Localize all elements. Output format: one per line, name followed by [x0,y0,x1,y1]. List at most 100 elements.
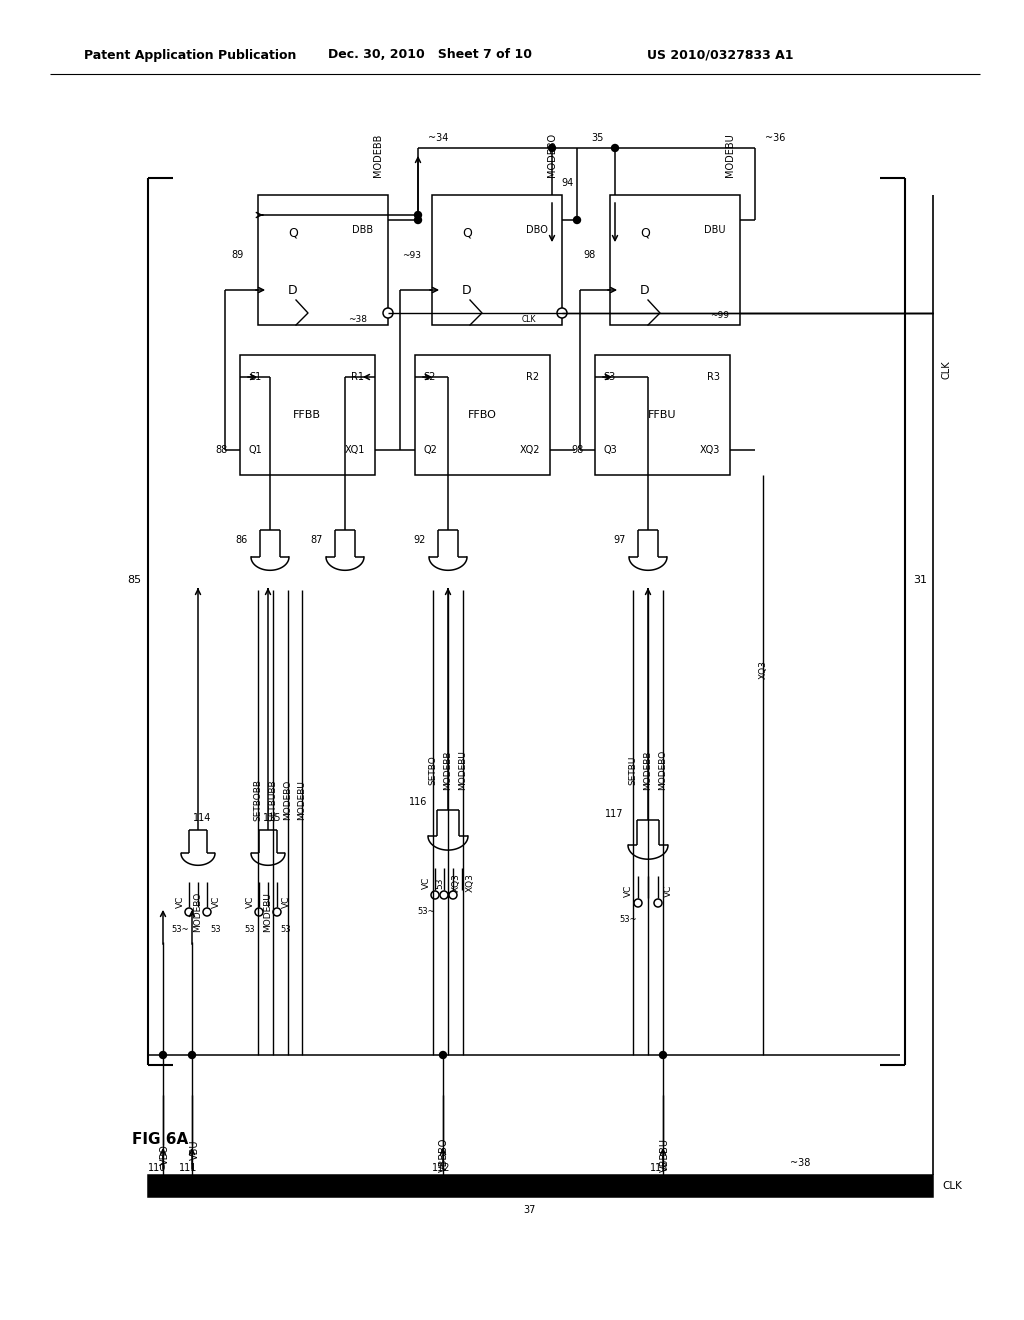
Text: XQ3: XQ3 [759,660,768,680]
Text: Q1: Q1 [248,445,262,455]
Text: 87: 87 [311,535,324,545]
Text: FFBU: FFBU [648,411,676,420]
Text: MODEBO: MODEBO [547,133,557,177]
Text: 113: 113 [650,1163,669,1173]
Text: DBU: DBU [705,224,726,235]
Text: 97: 97 [613,535,627,545]
Text: 117: 117 [605,809,624,818]
Text: 85: 85 [127,576,141,585]
Text: MODEBU: MODEBU [459,750,468,789]
Text: D: D [640,284,650,297]
Text: MODEBB: MODEBB [373,133,383,177]
Text: XQ1: XQ1 [345,445,366,455]
Text: 53: 53 [435,878,444,888]
Text: VC: VC [422,876,430,890]
Text: SETBU: SETBU [629,755,638,784]
Text: XQ3: XQ3 [699,445,720,455]
Circle shape [203,908,211,916]
Text: 89: 89 [231,249,244,260]
Bar [432,195,562,325]
Text: Q2: Q2 [423,445,437,455]
Circle shape [273,908,281,916]
Bar [415,355,550,475]
Text: MODEBB: MODEBB [643,750,652,789]
Circle shape [654,899,662,907]
Circle shape [383,308,393,318]
Text: MODEBU: MODEBU [298,780,306,820]
Text: 53~: 53~ [620,915,637,924]
Text: MODEBU: MODEBU [725,133,735,177]
Text: 35: 35 [591,133,603,143]
Text: 37: 37 [524,1205,537,1214]
Text: 86: 86 [236,535,248,545]
Text: R1: R1 [351,372,365,381]
Text: S1: S1 [249,372,261,381]
Text: VC: VC [282,896,291,908]
Text: 88: 88 [216,445,228,455]
Circle shape [415,211,422,219]
Text: VC: VC [624,884,633,898]
Text: CLK: CLK [941,360,951,379]
Circle shape [188,1052,196,1059]
Text: Q: Q [462,227,472,239]
Text: S2: S2 [424,372,436,381]
Text: Dec. 30, 2010   Sheet 7 of 10: Dec. 30, 2010 Sheet 7 of 10 [328,49,532,62]
Text: MODEBO: MODEBO [658,750,668,791]
Circle shape [185,908,193,916]
Text: XQ3: XQ3 [452,874,461,892]
Text: Q: Q [288,227,298,239]
Text: MODEBO: MODEBO [194,892,203,932]
Circle shape [160,1052,167,1059]
Text: VBBBO: VBBBO [439,1138,449,1172]
Text: FIG 6A: FIG 6A [132,1133,188,1147]
Text: S3: S3 [604,372,616,381]
Bar [610,195,740,325]
Text: R3: R3 [707,372,720,381]
Text: R2: R2 [526,372,540,381]
Text: FFBO: FFBO [468,411,497,420]
Text: ~36: ~36 [765,133,785,143]
Text: VC: VC [212,896,220,908]
Text: XQ2: XQ2 [520,445,541,455]
Text: CLK: CLK [522,315,537,325]
Text: VC: VC [246,896,255,908]
Text: ~99: ~99 [710,310,729,319]
Text: 53: 53 [245,925,255,935]
Text: VC: VC [664,884,673,898]
Text: MODEBU: MODEBU [263,892,272,932]
Text: VBO: VBO [160,1144,170,1166]
Text: VBBBU: VBBBU [660,1138,670,1172]
Bar [595,355,730,475]
Text: 31: 31 [913,576,927,585]
Text: VC: VC [175,896,184,908]
Text: 98: 98 [570,445,583,455]
Text: 92: 92 [414,535,426,545]
Circle shape [439,1052,446,1059]
Circle shape [611,144,618,152]
Text: DBB: DBB [352,224,374,235]
Bar [240,355,375,475]
Text: 116: 116 [409,797,427,807]
Text: ~38: ~38 [790,1158,810,1168]
Text: Q3: Q3 [603,445,616,455]
Text: ~93: ~93 [402,251,422,260]
Circle shape [255,908,263,916]
Text: Patent Application Publication: Patent Application Publication [84,49,296,62]
Text: 94: 94 [561,178,573,187]
Text: 111: 111 [179,1163,198,1173]
Text: US 2010/0327833 A1: US 2010/0327833 A1 [647,49,794,62]
Text: SETBO: SETBO [428,755,437,785]
Text: ~38: ~38 [348,315,367,325]
Circle shape [431,891,439,899]
Text: FFBB: FFBB [293,411,321,420]
Text: 110: 110 [148,1163,166,1173]
Circle shape [549,144,555,152]
Text: 112: 112 [432,1163,451,1173]
Text: CLK: CLK [942,1181,962,1191]
Circle shape [659,1052,667,1059]
Text: MODEBO: MODEBO [284,780,293,820]
Circle shape [449,891,457,899]
Text: 53: 53 [211,925,221,935]
Text: Q: Q [640,227,650,239]
Text: VBU: VBU [190,1139,200,1160]
